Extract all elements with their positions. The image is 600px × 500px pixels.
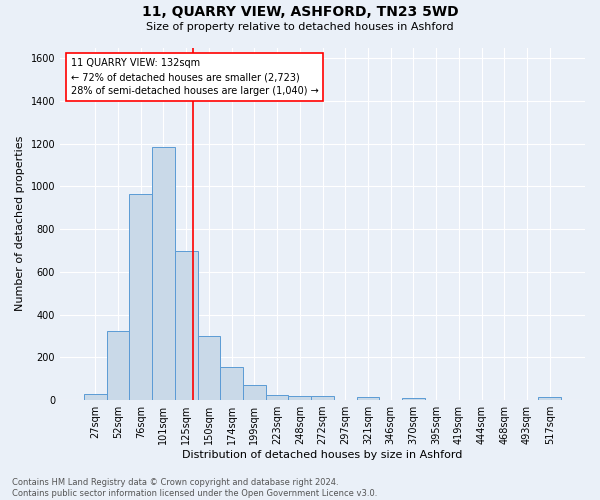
Bar — [130, 194, 152, 400]
Bar — [311, 396, 334, 400]
Text: 11 QUARRY VIEW: 132sqm
← 72% of detached houses are smaller (2,723)
28% of semi-: 11 QUARRY VIEW: 132sqm ← 72% of detached… — [71, 58, 318, 96]
Text: Size of property relative to detached houses in Ashford: Size of property relative to detached ho… — [146, 22, 454, 32]
Bar — [289, 396, 311, 400]
Text: Contains HM Land Registry data © Crown copyright and database right 2024.
Contai: Contains HM Land Registry data © Crown c… — [12, 478, 377, 498]
Bar — [197, 336, 220, 400]
X-axis label: Distribution of detached houses by size in Ashford: Distribution of detached houses by size … — [182, 450, 463, 460]
Bar — [243, 384, 266, 400]
Bar — [538, 397, 561, 400]
Bar — [84, 394, 107, 400]
Bar — [107, 330, 130, 400]
Bar — [356, 397, 379, 400]
Y-axis label: Number of detached properties: Number of detached properties — [15, 136, 25, 312]
Bar — [175, 250, 197, 400]
Bar — [266, 394, 289, 400]
Bar — [402, 398, 425, 400]
Bar — [152, 147, 175, 400]
Bar — [220, 367, 243, 400]
Text: 11, QUARRY VIEW, ASHFORD, TN23 5WD: 11, QUARRY VIEW, ASHFORD, TN23 5WD — [142, 5, 458, 19]
